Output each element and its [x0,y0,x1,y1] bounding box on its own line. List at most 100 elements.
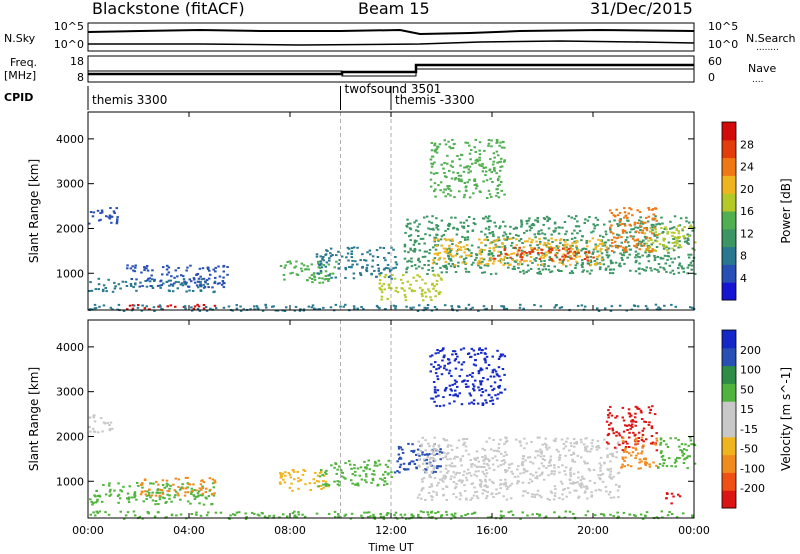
data-cell [322,483,325,486]
data-cell [496,154,500,157]
data-cell [458,158,461,161]
data-cell [615,483,618,486]
data-cell [622,419,626,422]
data-cell [390,277,393,280]
data-cell [94,307,98,310]
data-cell [542,455,546,458]
data-cell [201,485,204,488]
data-cell [446,458,449,461]
data-cell [636,222,639,225]
data-cell [650,442,653,445]
data-cell [151,287,155,289]
data-cell [211,482,215,485]
data-cell [430,483,433,486]
data-cell [437,274,441,277]
data-cell [481,391,485,393]
data-cell [641,221,644,224]
data-cell [424,439,427,442]
data-cell [654,249,658,252]
data-cell [613,446,617,449]
data-cell [419,449,423,452]
data-cell [583,252,587,255]
data-cell [433,274,437,277]
data-cell [419,237,423,240]
data-cell [476,352,480,355]
data-cell [605,233,608,236]
data-cell [426,453,430,456]
data-cell [672,272,676,275]
data-cell [640,244,643,247]
data-cell [513,260,517,263]
data-cell [222,281,225,284]
data-cell [417,440,420,443]
data-cell [333,480,336,483]
data-cell [221,280,225,282]
data-cell [480,251,484,253]
data-cell [525,252,528,254]
data-cell [350,247,354,250]
data-cell [586,497,589,500]
data-cell [88,426,91,429]
data-cell [473,180,477,182]
data-cell [210,493,214,496]
data-cell [154,500,158,502]
data-cell [431,266,434,269]
data-cell [553,495,557,497]
data-cell [436,228,440,231]
data-cell [458,498,462,501]
data-cell [289,272,292,275]
data-cell [640,439,644,441]
data-cell [497,177,500,180]
data-cell [455,496,458,499]
data-cell [677,267,680,270]
data-cell [155,491,158,494]
data-cell [496,349,499,352]
colorbar-tick-label: 28 [740,138,754,151]
data-cell [623,449,627,452]
data-cell [519,254,522,257]
data-cell [108,217,112,220]
data-cell [502,234,505,237]
data-cell [433,436,436,439]
data-cell [500,189,503,192]
data-cell [433,240,436,243]
data-cell [428,248,432,251]
data-cell [119,489,122,492]
data-cell [326,483,329,486]
data-cell [434,470,437,473]
data-cell [433,400,436,403]
data-cell [492,249,496,252]
data-cell [480,380,484,383]
data-cell [329,306,333,309]
data-cell [434,512,437,515]
data-cell [99,417,103,420]
data-cell [629,269,632,272]
data-cell [641,254,644,257]
data-cell [493,156,496,159]
data-cell [681,451,684,454]
data-cell [209,273,212,276]
data-cell [626,217,629,219]
data-cell [468,402,471,405]
data-cell [585,485,588,488]
scatter-region [279,260,338,284]
data-cell [586,219,590,222]
data-cell [416,310,420,312]
data-cell [430,452,433,455]
data-cell [145,285,149,288]
data-cell [90,289,94,292]
data-cell [470,355,473,358]
data-cell [550,257,553,260]
data-cell [501,368,505,370]
data-cell [437,351,440,354]
data-cell [604,267,608,270]
data-cell [612,515,615,517]
data-cell [447,238,451,241]
data-cell [167,279,171,282]
data-cell [641,517,645,520]
data-cell [410,265,414,268]
data-cell [484,475,488,478]
data-cell [296,274,300,276]
data-cell [488,259,491,262]
data-cell [452,350,455,353]
